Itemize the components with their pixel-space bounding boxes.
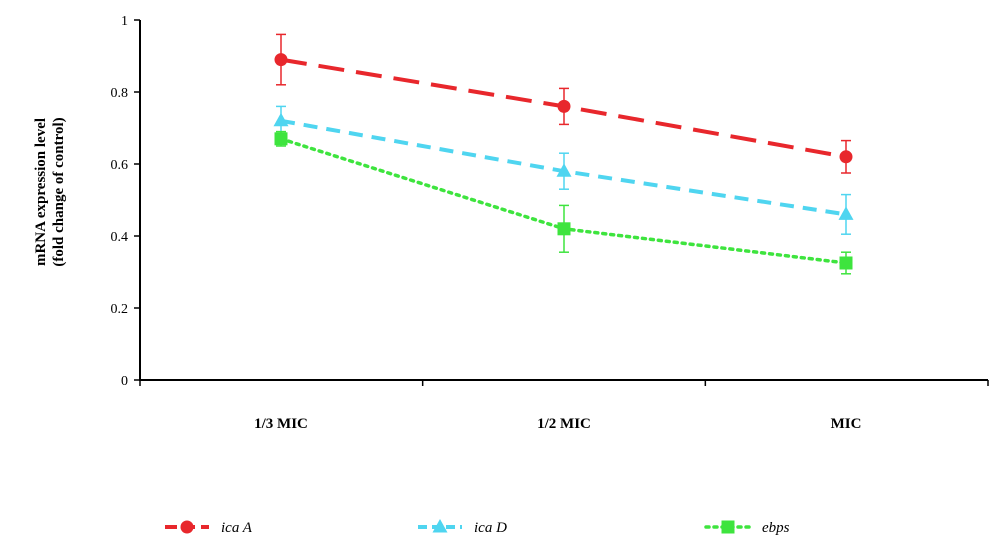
legend-item-3: ebps xyxy=(704,520,790,536)
y-axis-label-line-1: mRNA expression level xyxy=(33,118,49,266)
series-layer xyxy=(273,33,854,275)
y-axis-label-line-2: (fold change of control) xyxy=(51,117,67,266)
y-ticks: 0 0.2 0.4 0.6 0.8 1 xyxy=(111,14,140,389)
y-tick-label: 0 xyxy=(121,374,128,389)
series-1 xyxy=(274,33,853,174)
y-tick-label: 0.4 xyxy=(111,230,129,245)
data-point xyxy=(556,163,572,177)
y-tick-label: 0.2 xyxy=(111,302,129,317)
legend-swatch-marker xyxy=(180,520,194,534)
axes xyxy=(139,20,988,381)
data-point xyxy=(557,222,571,236)
data-point xyxy=(274,53,288,67)
x-category-label: 1/2 MIC xyxy=(537,416,591,432)
legend-swatch-marker xyxy=(721,520,735,534)
x-category-label: 1/3 MIC xyxy=(254,416,308,432)
data-point xyxy=(557,99,571,113)
data-point xyxy=(838,206,854,220)
y-tick-label: 1 xyxy=(121,14,128,29)
y-tick-label: 0.6 xyxy=(111,158,129,173)
x-category-label: MIC xyxy=(831,416,862,432)
data-point xyxy=(274,132,288,146)
series-3 xyxy=(274,130,853,275)
data-point xyxy=(273,112,289,127)
series-2 xyxy=(273,105,854,235)
legend-label: ebps xyxy=(762,520,790,536)
legend-item-1: ica A xyxy=(165,520,253,536)
legend-label: ica A xyxy=(221,520,253,536)
legend-item-2: ica D xyxy=(418,519,507,536)
y-tick-label: 0.8 xyxy=(111,86,129,101)
legend-label: ica D xyxy=(474,520,507,536)
x-ticks: 1/3 MIC 1/2 MIC MIC xyxy=(139,380,989,432)
legend-swatch-marker xyxy=(432,519,448,533)
data-point xyxy=(839,256,853,270)
data-point xyxy=(839,150,853,164)
y-axis-label: mRNA expression level (fold change of co… xyxy=(33,117,67,266)
legend: ica A ica D ebps xyxy=(165,519,790,536)
